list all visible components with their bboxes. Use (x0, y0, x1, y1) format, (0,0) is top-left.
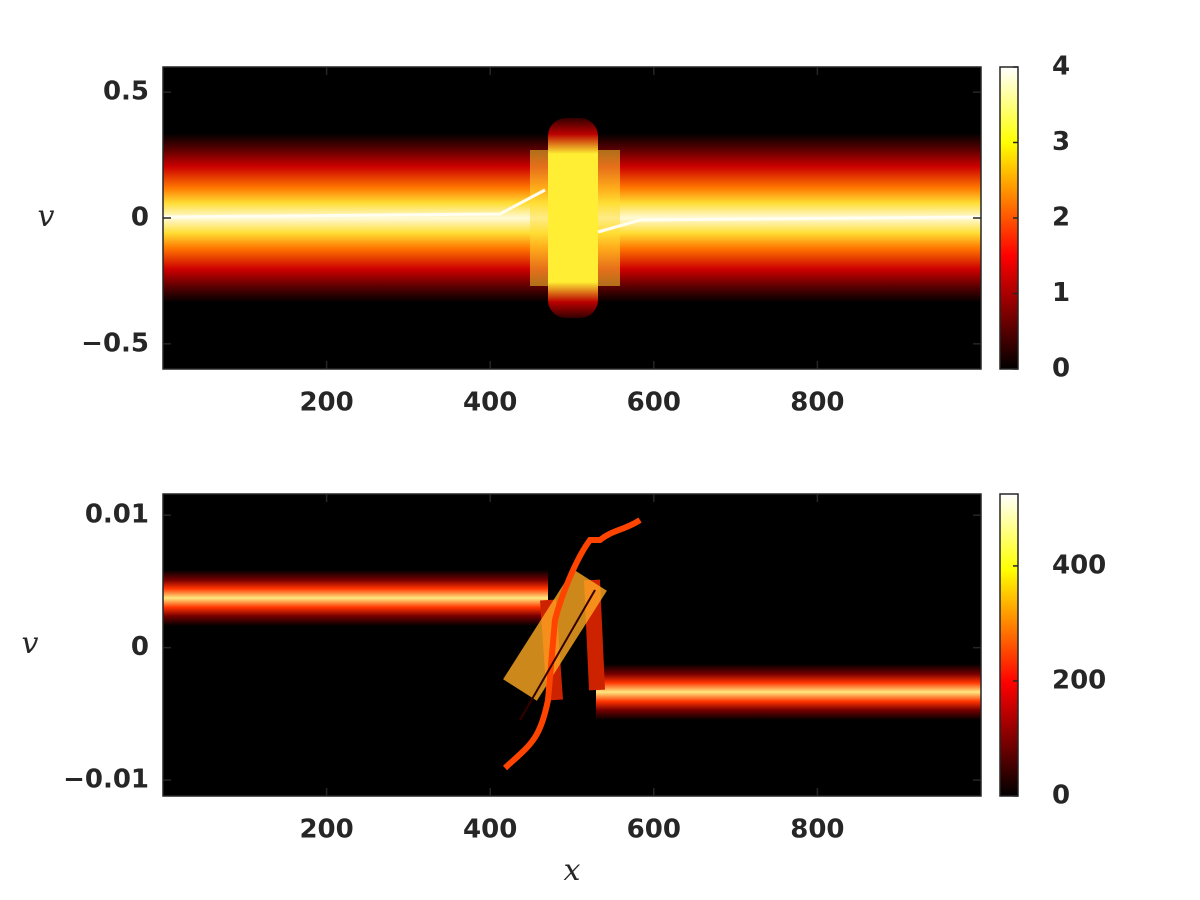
y-tick-label: −0.01 (63, 765, 149, 795)
x-axis-label: x (564, 853, 581, 888)
x-tick-label: 400 (463, 815, 517, 845)
axes-box (162, 493, 982, 797)
x-tick-label: 200 (299, 815, 353, 845)
colorbar-tick-label: 2 (1052, 203, 1070, 233)
y-tick-label: 0 (131, 632, 149, 662)
x-tick-label: 800 (790, 388, 844, 418)
colorbar-tick-label: 3 (1052, 127, 1070, 157)
colorbar-tick-label: 0 (1052, 354, 1070, 384)
heatmap-image (163, 494, 981, 796)
y-tick-label: −0.5 (81, 328, 149, 358)
colorbar (999, 493, 1019, 797)
y-axis-label: v (22, 626, 39, 661)
colorbar-tick-label: 1 (1052, 278, 1070, 308)
y-tick-label: 0.5 (103, 77, 149, 107)
colorbar-tick-label: 0 (1052, 781, 1070, 811)
x-tick-label: 400 (463, 388, 517, 418)
x-tick-label: 600 (627, 388, 681, 418)
x-tick-label: 200 (299, 388, 353, 418)
colorbar-tick-label: 400 (1052, 550, 1106, 580)
x-tick-label: 800 (790, 815, 844, 845)
colorbar-tick-label: 200 (1052, 665, 1106, 695)
colorbar-tick-label: 4 (1052, 52, 1070, 82)
y-axis-label: v (38, 199, 55, 234)
y-tick-label: 0 (131, 203, 149, 233)
y-tick-label: 0.01 (85, 500, 149, 530)
heatmap-image (163, 67, 981, 369)
x-tick-label: 600 (627, 815, 681, 845)
